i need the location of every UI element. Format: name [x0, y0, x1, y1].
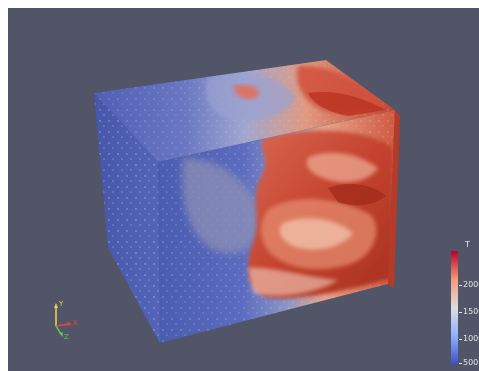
domain-top-face — [94, 60, 395, 162]
render-viewport[interactable]: T 2000 1500 1000 500 Y X Z — [8, 8, 479, 371]
y-axis-label: Y — [59, 300, 64, 308]
x-axis-line — [55, 323, 70, 327]
domain-left-face — [94, 93, 160, 343]
z-axis-line — [55, 325, 62, 335]
colorbar-gradient — [451, 251, 458, 365]
render-canvas[interactable] — [8, 8, 479, 371]
colorbar-label-2000: 2000 — [463, 280, 479, 289]
colorbar-tick-1500 — [459, 312, 462, 313]
z-axis-arrow — [59, 332, 63, 337]
colorbar-label-1500: 1500 — [463, 307, 479, 316]
colorbar-label-1000: 1000 — [463, 334, 479, 343]
domain-front-face — [158, 110, 395, 343]
orientation-axes-svg — [54, 303, 72, 337]
z-axis-label: Z — [64, 333, 69, 341]
colorbar-label-500: 500 — [463, 358, 479, 367]
colorbar-tick-500 — [459, 363, 462, 364]
y-axis-arrow — [54, 303, 58, 308]
colorbar: T 2000 1500 1000 500 — [449, 241, 479, 367]
orientation-axes[interactable]: Y X Z — [44, 300, 84, 342]
domain-right-edge — [388, 110, 400, 288]
x-axis-label: X — [73, 319, 78, 327]
colorbar-tick-1000 — [459, 339, 462, 340]
colorbar-tick-2000 — [459, 285, 462, 286]
colorbar-title: T — [465, 240, 470, 249]
x-axis-arrow — [67, 322, 72, 326]
